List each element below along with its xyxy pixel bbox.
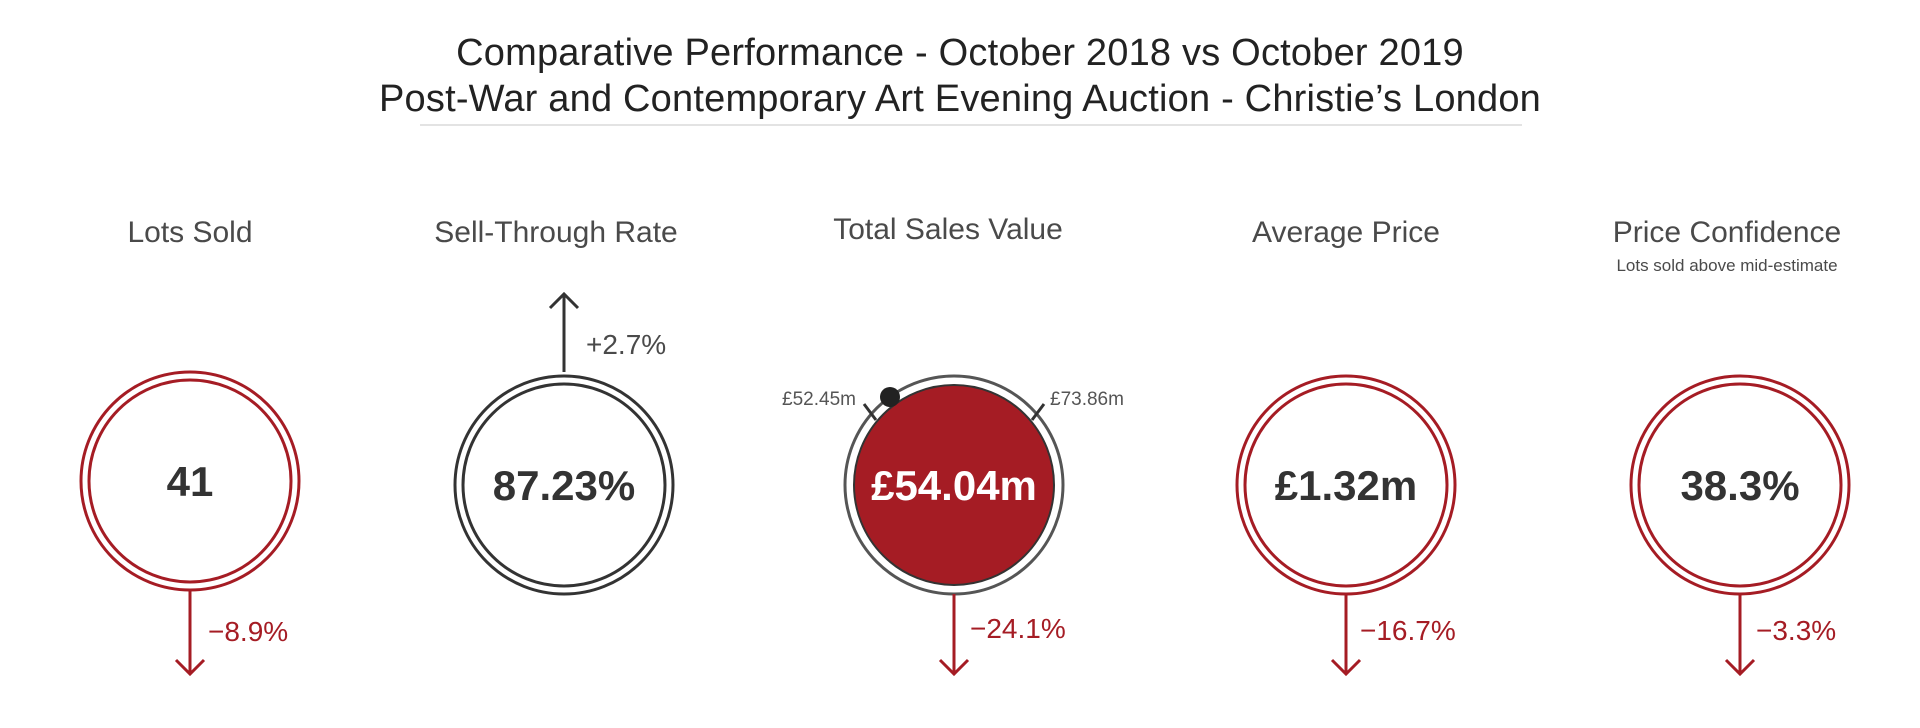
page-subtitle: Post-War and Contemporary Art Evening Au… — [378, 78, 1542, 120]
circle-inner-ring — [461, 382, 667, 588]
arrow-head-icon — [174, 658, 206, 677]
page-title: Comparative Performance - October 2018 v… — [456, 32, 1464, 74]
sell-through-change: +2.7% — [586, 329, 666, 360]
total-sales-value: £54.04m — [871, 462, 1037, 509]
circle-inner-ring — [1637, 382, 1843, 588]
metric-title-sell-through: Sell-Through Rate — [434, 216, 678, 249]
metric-title-average-price: Average Price — [1252, 216, 1440, 249]
metric-title-price-confidence: Price Confidence — [1612, 216, 1842, 249]
high-estimate-tick — [1030, 403, 1046, 421]
arrow-head-icon — [1330, 658, 1362, 677]
metric-title-total-sales: Total Sales Value — [833, 213, 1063, 246]
total-sales-change: −24.1% — [970, 613, 1066, 644]
metric-total-sales: £52.45m £73.86m £54.04m −24.1% — [782, 374, 1124, 677]
metric-lots-sold: 41 −8.9% — [79, 370, 301, 677]
sell-through-value: 87.23% — [493, 462, 635, 509]
average-price-change: −16.7% — [1360, 615, 1456, 646]
high-estimate-label: £73.86m — [1050, 389, 1124, 410]
price-confidence-value: 38.3% — [1680, 462, 1799, 509]
metric-subtitle-price-confidence: Lots sold above mid-estimate — [1616, 256, 1838, 275]
lots-sold-value: 41 — [167, 458, 214, 505]
circle-inner-ring — [1243, 382, 1449, 588]
low-estimate-tick — [862, 403, 878, 421]
price-confidence-change: −3.3% — [1756, 615, 1836, 646]
metric-sell-through: +2.7% 87.23% — [453, 291, 675, 596]
lots-sold-change: −8.9% — [208, 616, 288, 647]
arrow-head-icon — [1724, 658, 1756, 677]
circle-outer-ring — [453, 374, 675, 596]
average-price-value: £1.32m — [1275, 462, 1417, 509]
metric-average-price: £1.32m −16.7% — [1235, 374, 1457, 677]
low-estimate-label: £52.45m — [782, 389, 856, 410]
arrow-head-icon — [548, 291, 580, 310]
circle-filled — [853, 384, 1055, 586]
arrow-head-icon — [938, 658, 970, 677]
circle-inner-ring — [87, 378, 293, 584]
metric-price-confidence: 38.3% −3.3% — [1629, 374, 1851, 677]
header: Comparative Performance - October 2018 v… — [0, 0, 1920, 122]
title-divider — [420, 124, 1522, 126]
current-value-marker — [880, 387, 900, 407]
metric-title-lots-sold: Lots Sold — [127, 216, 253, 249]
